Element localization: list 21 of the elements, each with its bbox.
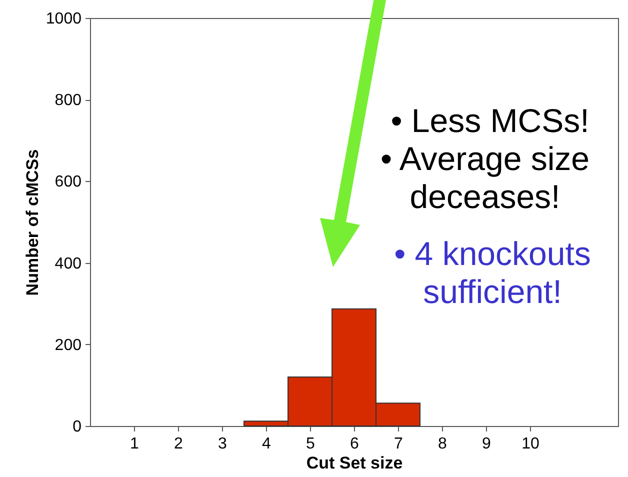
annotation: • Average size deceases! [379,140,591,216]
y-tick-label: 800 [54,92,82,110]
x-tick-label: 10 [522,436,540,452]
x-tick-label: 3 [218,436,228,452]
x-axis-title: Cut Set size [306,454,403,472]
x-tick-label: 7 [394,436,404,452]
y-axis-title: Number of cMCSs [22,149,42,296]
annotation: • 4 knockouts sufficient! [393,235,592,311]
x-tick-label: 2 [174,436,184,452]
annotation: • Less MCSs! [390,102,590,140]
y-tick-label: 0 [72,418,82,436]
x-tick-label: 6 [350,436,360,452]
x-tick-label: 5 [306,436,316,452]
y-tick-label: 600 [54,174,82,191]
x-tick-label: 4 [262,436,272,452]
y-tick-label: 200 [54,336,82,354]
x-tick-label: 9 [482,436,492,452]
x-tick-label: 8 [438,436,448,452]
x-tick-label: 1 [130,436,140,452]
y-tick-label: 400 [54,255,82,272]
y-tick-label: 1000 [46,10,82,28]
